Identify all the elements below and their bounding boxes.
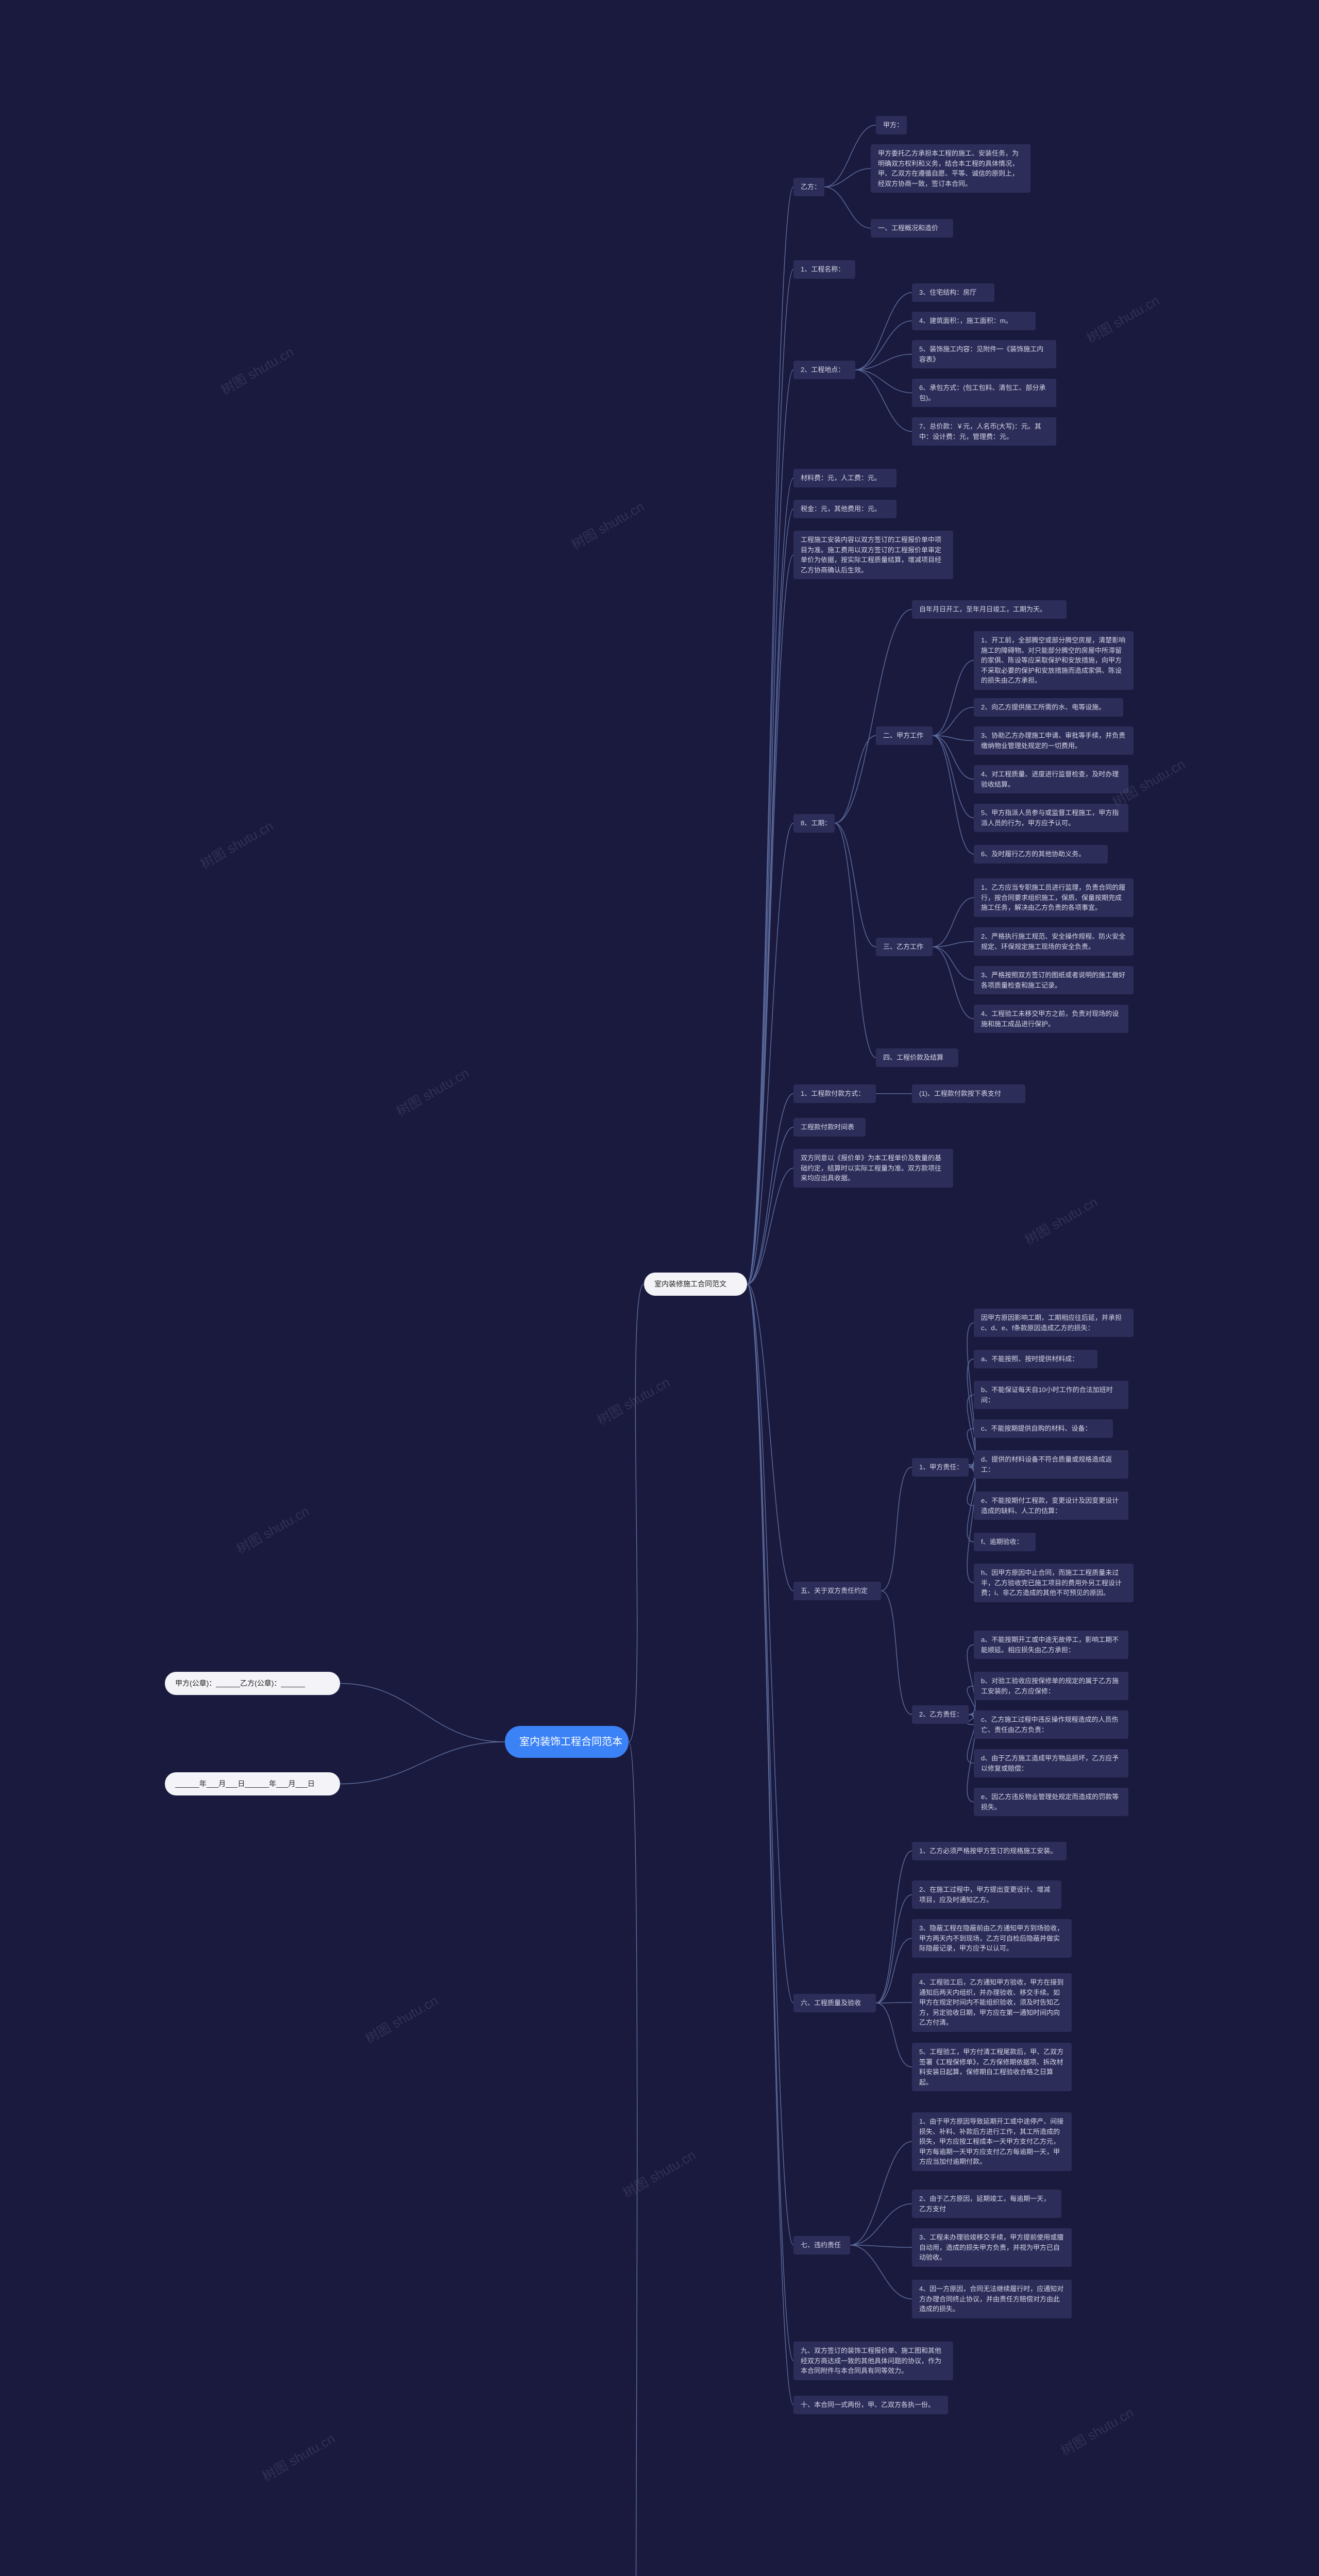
box-b_2: 2、工程地点：: [793, 361, 855, 379]
box-b_2_6: 6、承包方式：(包工包料、清包工、部分承包)。: [912, 379, 1056, 407]
box-b_8_2_5: 5、甲方指派人员参与或监督工程施工，甲方指派人员的行为，甲方应予认可。: [974, 804, 1128, 832]
box-b_9: 九、双方签订的装饰工程报价单、施工图和其他经双方商达成一致的其他具体问题的协议，…: [793, 2342, 953, 2380]
box-b_5_1_b: b、不能保证每天自10小时工作的合法加班时间：: [974, 1381, 1128, 1409]
box-b_2_7: 7、总价款：￥元，人名币(大写)：元。其中：设计费：元，管理费：元。: [912, 417, 1056, 446]
watermark: 树图 shutu.cn: [196, 816, 276, 873]
box-b_5_2_a: a、不能按期开工或中途无故停工，影响工期不能顺延。相应损失由乙方承担：: [974, 1631, 1128, 1659]
box-b_8_3_1: 1、乙方应当专职施工员进行监理，负责合同的履行，按合同要求组织施工，保质、保量按…: [974, 878, 1134, 917]
box-b_5_1_h: h、因甲方原因中止合同，而施工工程质量未过半，乙方验收完已施工项目的费用外另工程…: [974, 1564, 1134, 1602]
watermark: 树图 shutu.cn: [217, 342, 297, 399]
box-b_scope: 工程施工安装内容以双方签订的工程报价单中项目为准。施工费用以双方签订的工程报价单…: [793, 531, 953, 579]
box-b_7: 七、违约责任: [793, 2236, 850, 2255]
watermark: 树图 shutu.cn: [1057, 2402, 1137, 2460]
watermark: 树图 shutu.cn: [258, 2428, 338, 2485]
watermark: 树图 shutu.cn: [392, 1063, 472, 1120]
box-b_8_3_3: 3、严格按照双方签订的图纸或者说明的施工做好各项质量检查和施工记录。: [974, 966, 1134, 994]
box-b_pinfo: 双方同意以《报价单》为本工程单价及数量的基础约定，结算时以实际工程量为准。双方款…: [793, 1149, 953, 1188]
box-b_5_1_d: d、提供的材料设备不符合质量或规格造成返工：: [974, 1450, 1128, 1479]
box-b_8_3_4: 4、工程验工未移交甲方之前，负责对现场的设施和施工成品进行保护。: [974, 1005, 1128, 1033]
box-b_8_2: 二、甲方工作: [876, 726, 933, 745]
box-b_8_3: 三、乙方工作: [876, 938, 933, 956]
box-b_p1_1: (1)、工程款付款按下表支付: [912, 1084, 1025, 1103]
box-b_7_4: 4、因一方原因，合同无法继续履行时，应通知对方办理合同终止协议，并由责任方赔偿对…: [912, 2280, 1072, 2318]
box-b_2_3: 3、住宅结构：房厅: [912, 283, 994, 302]
box-b_yi_t1: 甲方委托乙方承担本工程的施工、安装任务，为明确双方权利和义务，结合本工程的具体情…: [871, 144, 1030, 193]
box-b_5: 五、关于双方责任约定: [793, 1582, 881, 1600]
box-b_5_1_f: f、逾期验收：: [974, 1533, 1036, 1551]
box-b_yi: 乙方：: [793, 178, 824, 196]
box-b_6_1: 1、乙方必须严格按甲方签订的规格施工安装。: [912, 1842, 1067, 1860]
box-b_ptab: 工程款付款时间表: [793, 1118, 866, 1137]
box-b_5_1_a: a、不能按照、按时提供材料成：: [974, 1350, 1097, 1368]
box-b_8_0: 自年月日开工，至年月日竣工，工期为天。: [912, 600, 1067, 619]
box-b_5_1_0: 因甲方原因影响工期，工期相应往后延，并承担c、d、e、f条款原因造成乙方的损失：: [974, 1309, 1134, 1337]
watermark: 树图 shutu.cn: [619, 2145, 699, 2202]
box-b_5_1_e: e、不能按期付工程款，变更设计及因变更设计造成的缺料、人工的估算：: [974, 1492, 1128, 1520]
box-b_7_2: 2、由于乙方原因，延期竣工，每逾期一天，乙方支付: [912, 2190, 1061, 2218]
box-b_8_2_4: 4、对工程质量、进度进行监督检查，及时办理验收结算。: [974, 765, 1128, 793]
box-b_5_1: 1、甲方责任：: [912, 1458, 969, 1477]
box-b_6_2: 2、在施工过程中，甲方提出变更设计、增减项目，应及时通知乙方。: [912, 1880, 1061, 1909]
watermark: 树图 shutu.cn: [567, 496, 647, 553]
watermark: 树图 shutu.cn: [593, 1372, 673, 1429]
box-b_6_5: 5、工程验工，甲方付清工程尾款后，甲、乙双方签署《工程保修单》，乙方保修期依据项…: [912, 2043, 1072, 2091]
box-b_p1: 1、工程款付款方式：: [793, 1084, 876, 1103]
box-b_1: 1、工程名称：: [793, 260, 855, 279]
box-b_8_2_2: 2、向乙方提供施工所需的水、电等设施。: [974, 698, 1123, 717]
box-b_yi_t2: 一、工程概况和造价: [871, 219, 953, 238]
box-b_8_2_1: 1、开工前，全部腾空或部分腾空房屋，清楚影响施工的障碍物。对只能部分腾空的房屋中…: [974, 631, 1134, 690]
box-b_7_3: 3、工程未办理验竣移交手续，甲方提前使用或擅自动用，造成的损失甲方负责，并视为甲…: [912, 2228, 1072, 2267]
box-b_8: 8、工期：: [793, 814, 835, 833]
box-b_5_2: 2、乙方责任：: [912, 1705, 969, 1724]
box-b_7_1: 1、由于甲方原因导致延期开工或中途停产、间接损失、补料、补款后方进行工作，其工所…: [912, 2112, 1072, 2171]
watermark: 树图 shutu.cn: [361, 1990, 441, 2047]
left-pill-lp2: ______年___月___日______年___月___日: [165, 1772, 340, 1795]
box-b_2_5: 5、装饰施工内容：见附件一《装饰施工内容表》: [912, 340, 1056, 368]
box-b_6: 六、工程质量及验收: [793, 1994, 876, 2012]
left-pill-lp1: 甲方(公章)：______乙方(公章)：______: [165, 1672, 340, 1695]
box-b_8_2_3: 3、协助乙方办理施工申请、审批等手续，并负责缴纳物业管理处规定的一切费用。: [974, 726, 1134, 755]
box-b_5_2_b: b、对验工验收应按保修单的规定的属于乙方施工安装的，乙方应保修：: [974, 1672, 1128, 1700]
right-white-rw1: 室内装修施工合同范文: [644, 1273, 747, 1296]
box-b_jia: 甲方：: [876, 116, 907, 134]
box-b_5_2_d: d、由于乙方施工造成甲方物品损坏，乙方应予以修复或赔偿：: [974, 1749, 1128, 1777]
box-b_5_1_c: c、不能按期提供自购的材料、设备：: [974, 1419, 1113, 1438]
box-b_6_4: 4、工程验工后，乙方通知甲方验收，甲方在接到通知后两天内组织，并办理验收、移交手…: [912, 1973, 1072, 2032]
box-b_10: 十、本合同一式两份，甲、乙双方各执一份。: [793, 2396, 948, 2414]
box-b_mat: 材料费：元，人工费：元。: [793, 469, 897, 487]
box-b_tax: 税金：元，其他费用：元。: [793, 500, 897, 518]
box-b_5_2_e: e、因乙方违反物业管理处规定而造成的罚款等损失。: [974, 1788, 1128, 1816]
box-b_6_3: 3、隐蔽工程在隐蔽前由乙方通知甲方到场验收，甲方两天内不到现场，乙方可自检后隐蔽…: [912, 1919, 1072, 1958]
box-b_5_2_c: c、乙方施工过程中违反操作规程造成的人员伤亡、责任由乙方负责：: [974, 1710, 1128, 1739]
watermark: 树图 shutu.cn: [232, 1501, 312, 1558]
watermark: 树图 shutu.cn: [1083, 290, 1162, 347]
watermark: 树图 shutu.cn: [1021, 1192, 1101, 1249]
box-b_8_4: 四、工程价款及结算: [876, 1048, 958, 1067]
box-b_8_2_6: 6、及时履行乙方的其他协助义务。: [974, 845, 1108, 863]
root-node: 室内装饰工程合同范本: [505, 1726, 629, 1758]
box-b_8_3_2: 2、严格执行施工规范、安全操作规程、防火安全规定、环保规定施工现场的安全负责。: [974, 927, 1134, 956]
box-b_2_4: 4、建筑面积：，施工面积：m。: [912, 312, 1036, 330]
